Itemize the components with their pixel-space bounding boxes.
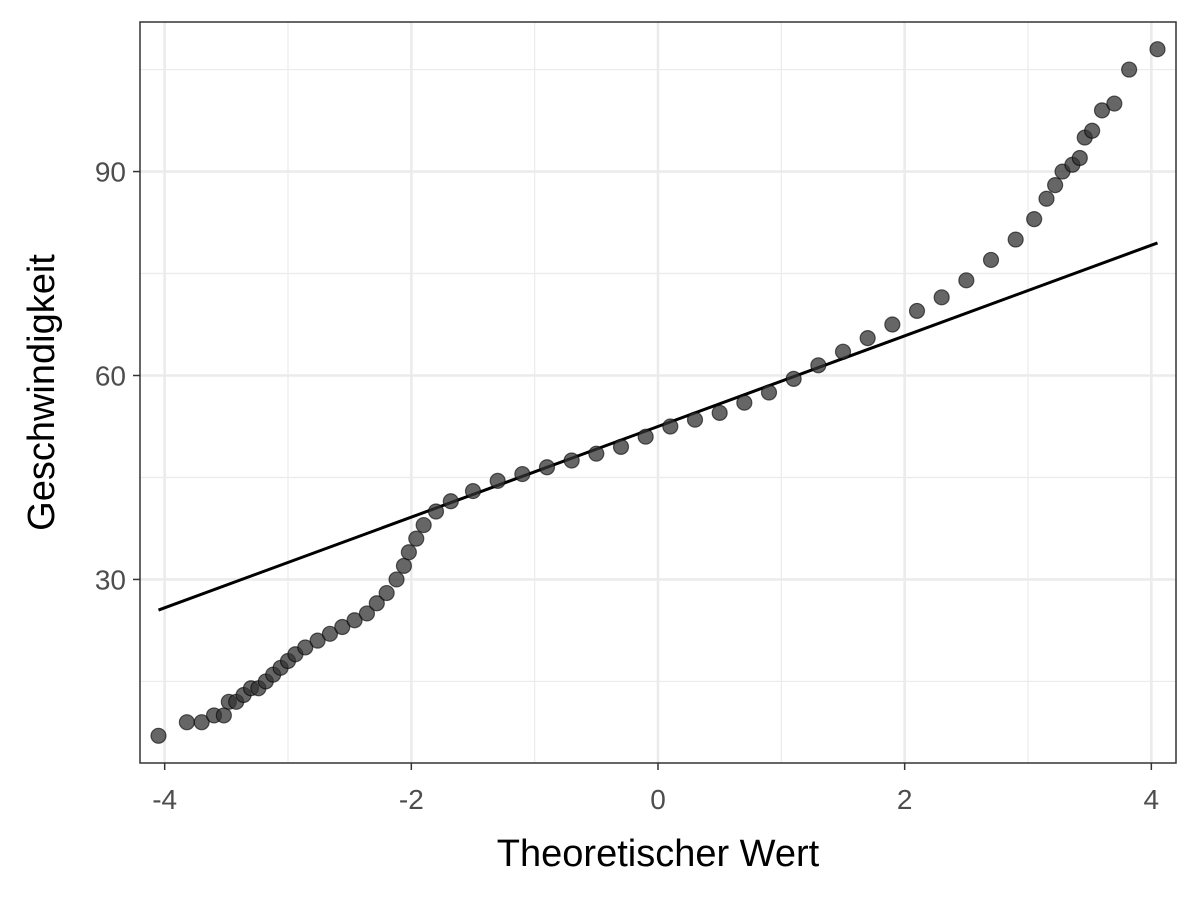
data-point [346,612,363,629]
data-point [1121,61,1138,78]
data-point [686,411,704,428]
data-point [859,330,876,347]
data-point [178,714,195,731]
data-point [489,472,506,489]
data-point [1084,122,1101,139]
x-axis-title: Theoretischer Wert [497,833,820,875]
data-point [884,316,901,333]
x-tick-label: -2 [399,784,424,815]
data-point [464,482,482,500]
x-tick-label: 2 [897,784,913,815]
data-point [810,357,827,374]
data-point [408,530,425,547]
data-point [400,544,417,561]
data-point [1071,149,1088,167]
data-point [785,370,802,388]
data-point [834,343,852,360]
data-point [637,428,654,445]
data-point [442,493,459,510]
data-point [297,639,314,656]
data-points [150,41,1166,744]
data-point [1093,102,1111,119]
data-point [958,272,975,289]
data-point [736,394,753,411]
data-point [982,251,1000,269]
x-axis: -4 -2 0 2 4 [152,763,1159,815]
data-point [334,618,351,636]
data-point [1038,190,1055,207]
data-point [1026,211,1043,228]
data-point [150,727,167,744]
x-tick-label: 0 [650,784,666,815]
data-point [1106,95,1123,112]
data-point [321,625,339,642]
major-grid [140,22,1176,763]
data-point [378,584,395,602]
data-point [193,714,210,731]
data-point [395,557,413,574]
y-axis: 30 60 90 [95,157,140,595]
data-point [415,516,432,534]
data-point [1047,177,1064,194]
data-point [427,503,445,520]
data-point [215,707,232,724]
data-point [514,465,531,483]
data-point [588,445,605,462]
qq-reference-line [157,241,1159,612]
y-axis-title: Geschwindigkeit [21,254,63,531]
reference-line-group [157,241,1159,612]
data-point [538,459,556,476]
data-point [908,302,926,320]
data-point [388,571,405,588]
data-point [662,418,679,435]
data-point [563,452,580,469]
x-tick-label: -4 [152,784,177,815]
data-point [1007,231,1024,248]
x-tick-label: 4 [1144,784,1160,815]
y-tick-label: 30 [95,564,126,595]
data-point [760,384,778,401]
data-point [1149,41,1166,58]
y-tick-label: 60 [95,361,126,392]
data-point [358,605,376,622]
data-point [309,632,326,649]
data-point [711,404,728,421]
data-point [612,438,630,455]
data-point [933,289,950,306]
y-tick-label: 90 [95,157,126,188]
data-point [368,595,385,612]
